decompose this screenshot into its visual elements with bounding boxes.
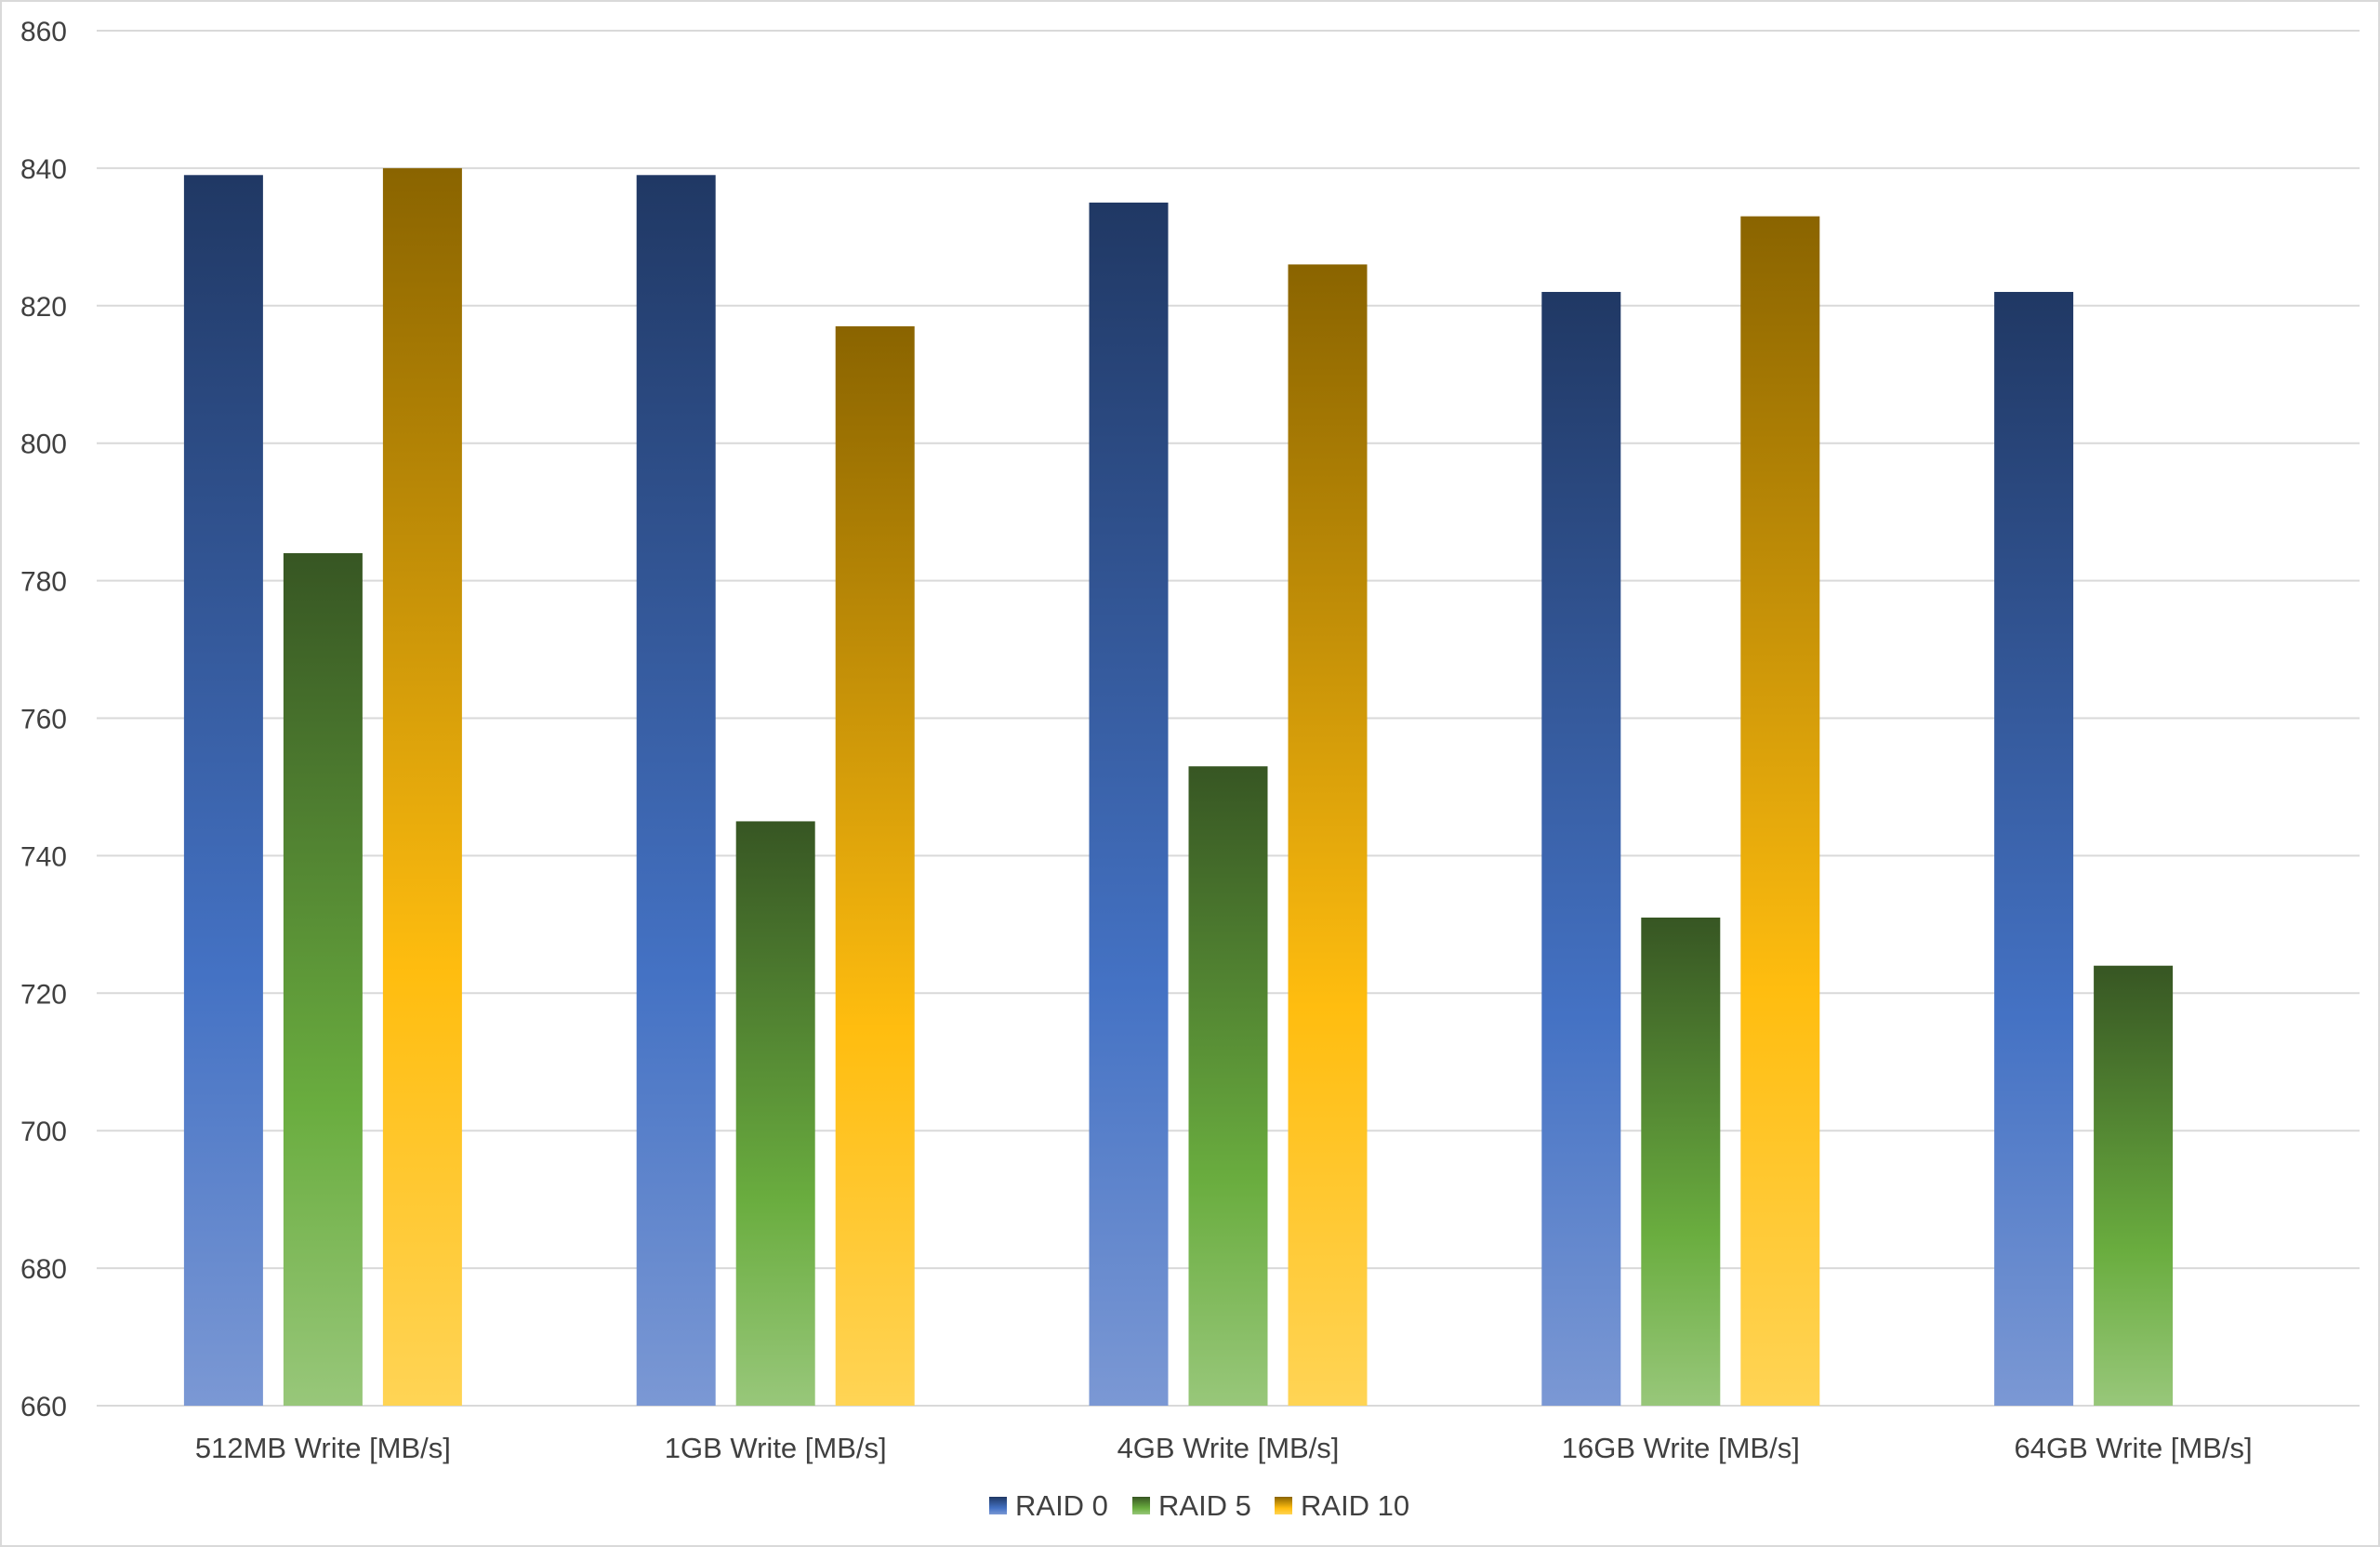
x-category-label: 64GB Write [MB/s] — [2015, 1432, 2253, 1464]
y-tick-label: 840 — [20, 154, 67, 185]
y-tick-label: 720 — [20, 979, 67, 1010]
bar-raid-5-1 — [735, 821, 815, 1406]
legend-item-raid-10: RAID 10 — [1275, 1489, 1409, 1522]
bar-raid-5-0 — [283, 553, 363, 1406]
bar-raid-5-2 — [1188, 766, 1268, 1406]
y-tick-label: 800 — [20, 430, 67, 460]
y-axis-ticks: 660 680 700 720 740 760 780 800 820 840 860 — [20, 17, 67, 1422]
y-tick-label: 860 — [20, 17, 67, 47]
x-axis-categories: 512MB Write [MB/s] 1GB Write [MB/s] 4GB Wr… — [195, 1432, 2253, 1464]
legend-label: RAID 0 — [1015, 1489, 1108, 1522]
bar-raid-0-1 — [636, 175, 716, 1406]
bar-raid-10-1 — [835, 325, 915, 1406]
x-category-label: 16GB Write [MB/s] — [1562, 1432, 1800, 1464]
y-tick-label: 760 — [20, 705, 67, 735]
x-category-label: 512MB Write [MB/s] — [195, 1432, 451, 1464]
x-category-label: 1GB Write [MB/s] — [665, 1432, 887, 1464]
bar-raid-10-3 — [1740, 216, 1820, 1406]
y-tick-label: 700 — [20, 1117, 67, 1147]
y-tick-label: 740 — [20, 841, 67, 872]
legend: RAID 0 RAID 5 RAID 10 — [989, 1489, 1409, 1522]
legend-swatch — [1275, 1497, 1292, 1514]
y-tick-label: 660 — [20, 1392, 67, 1422]
legend-swatch — [989, 1497, 1007, 1514]
bar-raid-0-3 — [1541, 292, 1621, 1406]
y-tick-label: 680 — [20, 1254, 67, 1285]
bar-raid-5-4 — [2094, 965, 2174, 1406]
bar-raid-10-0 — [382, 167, 462, 1406]
bar-raid-0-0 — [183, 175, 263, 1406]
bar-raid-5-3 — [1641, 917, 1721, 1406]
bars — [183, 167, 2174, 1407]
legend-item-raid-0: RAID 0 — [989, 1489, 1108, 1522]
y-tick-label: 820 — [20, 292, 67, 323]
legend-swatch — [1132, 1497, 1150, 1514]
legend-label: RAID 10 — [1301, 1489, 1409, 1522]
legend-label: RAID 5 — [1158, 1489, 1251, 1522]
legend-item-raid-5: RAID 5 — [1132, 1489, 1251, 1522]
bar-raid-0-2 — [1089, 202, 1169, 1406]
y-tick-label: 780 — [20, 567, 67, 598]
x-category-label: 4GB Write [MB/s] — [1117, 1432, 1340, 1464]
bar-raid-10-2 — [1288, 264, 1368, 1407]
bar-raid-0-4 — [1994, 292, 2074, 1406]
